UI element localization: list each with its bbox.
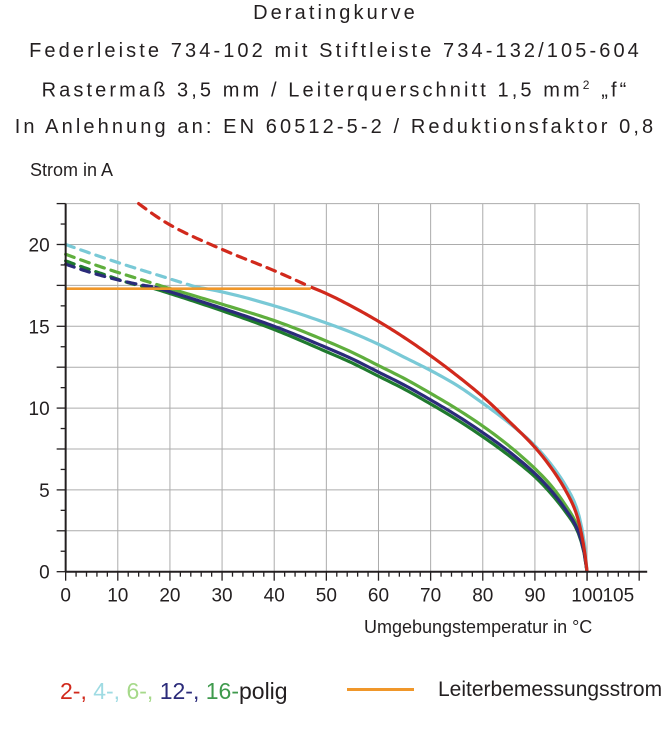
svg-text:20: 20 xyxy=(159,586,180,607)
svg-text:20: 20 xyxy=(29,235,50,256)
svg-text:0: 0 xyxy=(60,586,71,607)
svg-text:105: 105 xyxy=(602,586,634,607)
svg-text:50: 50 xyxy=(316,586,337,607)
svg-text:5: 5 xyxy=(39,481,50,502)
svg-text:10: 10 xyxy=(29,399,50,420)
svg-text:0: 0 xyxy=(39,563,50,584)
svg-text:80: 80 xyxy=(472,586,493,607)
svg-text:40: 40 xyxy=(264,586,285,607)
svg-text:30: 30 xyxy=(211,586,232,607)
svg-text:70: 70 xyxy=(420,586,441,607)
svg-text:100: 100 xyxy=(571,586,603,607)
svg-text:60: 60 xyxy=(368,586,389,607)
svg-text:10: 10 xyxy=(107,586,128,607)
svg-text:90: 90 xyxy=(524,586,545,607)
svg-text:15: 15 xyxy=(29,317,50,338)
